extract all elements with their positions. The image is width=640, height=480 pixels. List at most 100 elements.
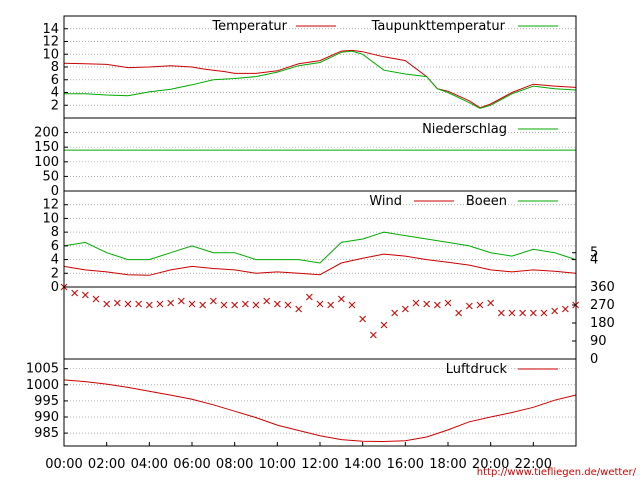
wind-ytick-label: 10 xyxy=(42,211,59,226)
x-tick-label: 00:00 xyxy=(45,457,82,472)
wind-direction-point xyxy=(455,309,463,317)
wind-line xyxy=(63,253,576,276)
wind-direction-point xyxy=(177,297,185,305)
taupunkttemperatur-line xyxy=(64,50,576,109)
wind-direction-point xyxy=(327,301,335,309)
luftdruck-line xyxy=(63,379,576,443)
x-tick-label: 16:00 xyxy=(387,457,424,472)
wind-direction-point xyxy=(145,301,153,309)
wind-direction-point xyxy=(284,301,292,309)
pressure-ytick-label: 1005 xyxy=(26,362,59,377)
x-tick-label: 02:00 xyxy=(88,457,125,472)
wind-direction-point xyxy=(348,301,356,309)
x-tick-label: 04:00 xyxy=(131,457,168,472)
wind-direction-ytick-right-label: 90 xyxy=(590,334,607,349)
wind-direction-point xyxy=(444,299,452,307)
wind-direction-point xyxy=(476,301,484,309)
source-url: http://www.tiefliegen.de/wetter/ xyxy=(477,467,637,478)
wind-direction-point xyxy=(401,305,409,313)
wind-ytick-label: 4 xyxy=(51,253,59,268)
wind-direction-point xyxy=(113,299,121,307)
wind-ytick-label: 0 xyxy=(51,280,59,295)
wind-direction-point xyxy=(252,301,260,309)
wind-direction-point xyxy=(359,315,367,323)
temperature-ytick-label: 6 xyxy=(51,73,59,88)
wind-direction-point xyxy=(81,291,89,299)
precipitation-ytick-label: 150 xyxy=(34,140,59,155)
wind-direction-point xyxy=(167,299,175,307)
wind-direction-point xyxy=(519,309,527,317)
wind-direction-point xyxy=(273,300,281,308)
wind-direction-ytick-right-label: 360 xyxy=(590,280,615,295)
wind-direction-point xyxy=(337,295,345,303)
wind-direction-point xyxy=(124,300,132,308)
precipitation-ytick-label: 0 xyxy=(51,184,59,199)
wind-direction-point xyxy=(231,301,239,309)
precipitation-ytick-label: 50 xyxy=(42,169,59,184)
wind-direction-point xyxy=(71,289,79,297)
wind-direction-ytick-right-label: 0 xyxy=(590,352,598,367)
wind-direction-point xyxy=(369,331,377,339)
wind-legend-label: Wind xyxy=(369,194,402,209)
pressure-ytick-label: 995 xyxy=(34,394,59,409)
wind-ytick-label: 8 xyxy=(51,225,59,240)
wind-direction-point xyxy=(220,301,228,309)
pressure-ytick-label: 985 xyxy=(34,426,59,441)
x-tick-label: 08:00 xyxy=(216,457,253,472)
x-tick-label: 18:00 xyxy=(429,457,466,472)
precipitation-ytick-label: 200 xyxy=(34,126,59,141)
temperature-ytick-label: 8 xyxy=(51,60,59,75)
wind-direction-ytick-right-label: 270 xyxy=(590,298,615,313)
wind-direction-ytick-right-label: 180 xyxy=(590,316,615,331)
wind-ytick-right-label: 4 xyxy=(590,253,598,268)
wind-ytick-label: 12 xyxy=(42,198,59,213)
wind-direction-point xyxy=(412,299,420,307)
wind-direction-point xyxy=(487,299,495,307)
wind-direction-point xyxy=(241,300,249,308)
luftdruck-legend-label: Luftdruck xyxy=(446,362,508,377)
wind-direction-point xyxy=(423,300,431,308)
temperatur-line xyxy=(63,49,576,109)
temperature-ytick-label: 4 xyxy=(51,86,59,101)
wind-direction-point xyxy=(135,300,143,308)
boeen-legend-label: Boeen xyxy=(466,194,507,209)
wind-ytick-right-label: 5 xyxy=(590,246,598,261)
wind-direction-point xyxy=(433,301,441,309)
wind-direction-point xyxy=(465,302,473,310)
wind-direction-point xyxy=(391,309,399,317)
x-tick-label: 06:00 xyxy=(173,457,210,472)
temperatur-legend-label: Temperatur xyxy=(211,19,287,34)
pressure-ytick-label: 990 xyxy=(34,410,59,425)
wind-direction-point xyxy=(199,301,207,309)
wind-direction-point xyxy=(92,295,100,303)
temperature-ytick-label: 12 xyxy=(42,35,59,50)
wind-direction-point xyxy=(156,300,164,308)
wind-direction-point xyxy=(263,297,271,305)
wind-direction-frame xyxy=(63,286,577,360)
wind-direction-point xyxy=(209,297,217,305)
wind-ytick-label: 6 xyxy=(51,239,59,254)
wind-direction-point xyxy=(508,309,516,317)
pressure-ytick-label: 1000 xyxy=(26,378,59,393)
wind-direction-point xyxy=(497,309,505,317)
wind-direction-point xyxy=(305,293,313,301)
wind-direction-point xyxy=(295,305,303,313)
wind-direction-point xyxy=(188,300,196,308)
wind-direction-point xyxy=(540,309,548,317)
wind-ytick-label: 2 xyxy=(51,266,59,281)
wind-direction-point xyxy=(529,309,537,317)
x-tick-label: 12:00 xyxy=(301,457,338,472)
niederschlag-legend-label: Niederschlag xyxy=(422,122,507,137)
wind-direction-point xyxy=(561,305,569,313)
x-tick-label: 22:00 xyxy=(515,457,552,472)
temperature-ytick-label: 10 xyxy=(42,47,59,62)
taupunkttemperatur-legend-label: Taupunkttemperatur xyxy=(371,19,506,34)
x-tick-label: 10:00 xyxy=(259,457,296,472)
x-tick-label: 20:00 xyxy=(472,457,509,472)
wind-direction-point xyxy=(103,300,111,308)
temperature-ytick-label: 14 xyxy=(42,22,59,37)
boeen-line xyxy=(63,231,576,264)
precipitation-ytick-label: 100 xyxy=(34,155,59,170)
temperature-ytick-label: 2 xyxy=(51,98,59,113)
